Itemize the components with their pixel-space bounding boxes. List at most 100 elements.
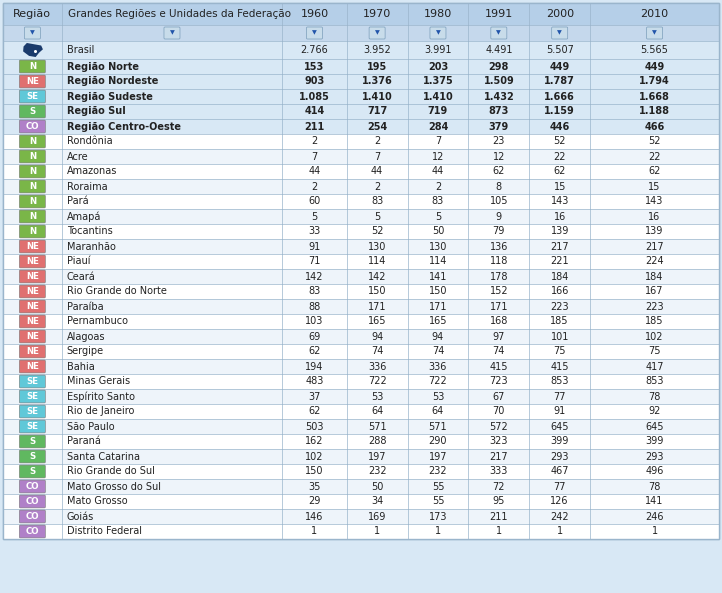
Text: 446: 446 xyxy=(549,122,570,132)
Text: 1: 1 xyxy=(311,527,318,537)
Text: 64: 64 xyxy=(432,406,444,416)
Text: 1.666: 1.666 xyxy=(544,91,575,101)
FancyBboxPatch shape xyxy=(430,27,446,39)
Text: 853: 853 xyxy=(645,377,664,387)
Text: 136: 136 xyxy=(490,241,508,251)
Text: Santa Catarina: Santa Catarina xyxy=(66,451,140,461)
Text: 67: 67 xyxy=(492,391,505,401)
Text: 1: 1 xyxy=(374,527,380,537)
Text: 150: 150 xyxy=(368,286,386,296)
Text: 1: 1 xyxy=(557,527,562,537)
Text: Distrito Federal: Distrito Federal xyxy=(66,527,142,537)
Bar xyxy=(3,479,719,494)
Bar xyxy=(3,119,719,134)
Text: 1960: 1960 xyxy=(300,9,329,19)
FancyBboxPatch shape xyxy=(19,420,45,433)
Text: 2: 2 xyxy=(311,181,318,192)
Text: 178: 178 xyxy=(490,272,508,282)
Text: 16: 16 xyxy=(648,212,661,222)
Bar xyxy=(3,194,719,209)
Text: 449: 449 xyxy=(645,62,665,72)
Text: Região Sudeste: Região Sudeste xyxy=(66,91,152,101)
Text: 417: 417 xyxy=(645,362,664,371)
Bar xyxy=(3,254,719,269)
FancyBboxPatch shape xyxy=(19,285,45,298)
Text: 141: 141 xyxy=(645,496,664,506)
Text: 1.159: 1.159 xyxy=(544,107,575,116)
Text: ▼: ▼ xyxy=(312,30,317,36)
Text: 1.787: 1.787 xyxy=(544,76,575,87)
Text: 171: 171 xyxy=(429,301,447,311)
Text: 483: 483 xyxy=(305,377,323,387)
FancyBboxPatch shape xyxy=(19,150,45,163)
Text: 74: 74 xyxy=(371,346,383,356)
Text: 298: 298 xyxy=(489,62,509,72)
FancyBboxPatch shape xyxy=(19,525,45,538)
Text: Mato Grosso: Mato Grosso xyxy=(66,496,127,506)
Text: 77: 77 xyxy=(554,482,566,492)
Text: NE: NE xyxy=(26,257,39,266)
Text: Pernambuco: Pernambuco xyxy=(66,317,128,327)
Text: 44: 44 xyxy=(432,167,444,177)
Text: Ceará: Ceará xyxy=(66,272,95,282)
Text: 379: 379 xyxy=(489,122,509,132)
Bar xyxy=(3,389,719,404)
Text: 1980: 1980 xyxy=(424,9,452,19)
Text: Região: Região xyxy=(13,9,51,19)
Text: 150: 150 xyxy=(305,467,323,477)
Bar xyxy=(3,104,719,119)
FancyBboxPatch shape xyxy=(306,27,323,39)
Text: Região Centro-Oeste: Região Centro-Oeste xyxy=(66,122,180,132)
FancyBboxPatch shape xyxy=(25,27,40,39)
Text: 91: 91 xyxy=(554,406,566,416)
Text: S: S xyxy=(29,107,35,116)
Text: 142: 142 xyxy=(305,272,323,282)
Text: 246: 246 xyxy=(645,512,664,521)
Text: Maranhão: Maranhão xyxy=(66,241,116,251)
Text: 496: 496 xyxy=(645,467,664,477)
Text: NE: NE xyxy=(26,317,39,326)
Bar xyxy=(3,404,719,419)
FancyBboxPatch shape xyxy=(19,450,45,463)
Bar xyxy=(3,224,719,239)
Text: 75: 75 xyxy=(554,346,566,356)
Text: 571: 571 xyxy=(367,422,386,432)
Bar xyxy=(3,209,719,224)
Bar xyxy=(3,41,719,59)
Text: SE: SE xyxy=(27,422,38,431)
Text: 194: 194 xyxy=(305,362,323,371)
Text: 184: 184 xyxy=(645,272,664,282)
Text: 71: 71 xyxy=(308,257,321,266)
Text: 224: 224 xyxy=(645,257,664,266)
Text: 722: 722 xyxy=(429,377,448,387)
FancyBboxPatch shape xyxy=(19,165,45,178)
Text: 12: 12 xyxy=(432,151,444,161)
Text: 723: 723 xyxy=(490,377,508,387)
Bar xyxy=(3,464,719,479)
Text: 103: 103 xyxy=(305,317,323,327)
Text: 55: 55 xyxy=(432,496,444,506)
Text: 293: 293 xyxy=(550,451,569,461)
Text: 197: 197 xyxy=(429,451,447,461)
Text: 2: 2 xyxy=(374,136,380,146)
Bar xyxy=(3,239,719,254)
Text: 5: 5 xyxy=(374,212,380,222)
Text: 139: 139 xyxy=(645,227,664,237)
Text: 75: 75 xyxy=(648,346,661,356)
Text: 101: 101 xyxy=(550,331,569,342)
Text: 78: 78 xyxy=(648,391,661,401)
Text: NE: NE xyxy=(26,272,39,281)
Text: 415: 415 xyxy=(550,362,569,371)
Text: Tocantins: Tocantins xyxy=(66,227,113,237)
Text: 22: 22 xyxy=(554,151,566,161)
Text: Rondônia: Rondônia xyxy=(66,136,113,146)
Bar xyxy=(3,344,719,359)
Text: 83: 83 xyxy=(432,196,444,206)
Text: 52: 52 xyxy=(371,227,383,237)
Text: 167: 167 xyxy=(645,286,664,296)
Text: 217: 217 xyxy=(490,451,508,461)
Text: Amazonas: Amazonas xyxy=(66,167,117,177)
Text: Mato Grosso do Sul: Mato Grosso do Sul xyxy=(66,482,161,492)
FancyBboxPatch shape xyxy=(19,495,45,508)
FancyBboxPatch shape xyxy=(491,27,507,39)
